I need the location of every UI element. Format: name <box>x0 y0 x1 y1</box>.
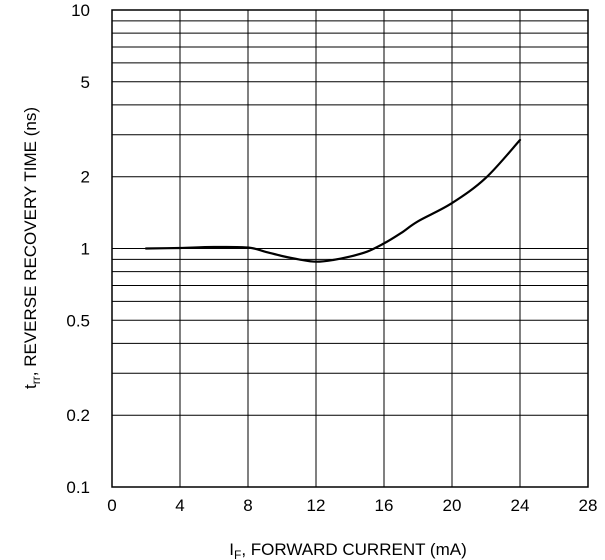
x-axis-text: , FORWARD CURRENT (mA) <box>241 540 466 559</box>
y-tick-label: 2 <box>81 168 90 187</box>
plot-frame <box>111 9 589 488</box>
y-tick-label: 5 <box>81 73 90 92</box>
y-axis-title: trr, REVERSE RECOVERY TIME (ns) <box>21 107 43 389</box>
y-axis-symbol: t <box>21 384 40 389</box>
x-axis-subscript: F <box>234 548 241 560</box>
x-tick-label: 12 <box>307 496 326 515</box>
x-tick-label: 28 <box>579 496 598 515</box>
y-axis-text: , REVERSE RECOVERY TIME (ns) <box>21 107 40 376</box>
y-tick-label: 1 <box>81 240 90 259</box>
x-tick-label: 20 <box>443 496 462 515</box>
x-tick-label: 8 <box>243 496 252 515</box>
x-tick-label: 16 <box>375 496 394 515</box>
y-axis-subscript: rr <box>29 376 43 384</box>
x-tick-label: 0 <box>107 496 116 515</box>
grid <box>112 10 588 487</box>
y-tick-label: 0.5 <box>66 311 90 330</box>
y-tick-labels: 0.1 0.2 0.5 1 2 5 10 <box>66 1 90 497</box>
x-axis-symbol: I <box>229 540 234 559</box>
x-tick-label: 4 <box>175 496 184 515</box>
x-tick-label: 24 <box>511 496 530 515</box>
series-line <box>144 138 522 263</box>
y-tick-label: 0.1 <box>66 478 90 497</box>
x-axis-title: IF, FORWARD CURRENT (mA) <box>229 540 466 560</box>
x-tick-labels: 0 4 8 12 16 20 24 28 <box>107 496 597 515</box>
y-tick-label: 10 <box>71 1 90 20</box>
y-tick-label: 0.2 <box>66 406 90 425</box>
